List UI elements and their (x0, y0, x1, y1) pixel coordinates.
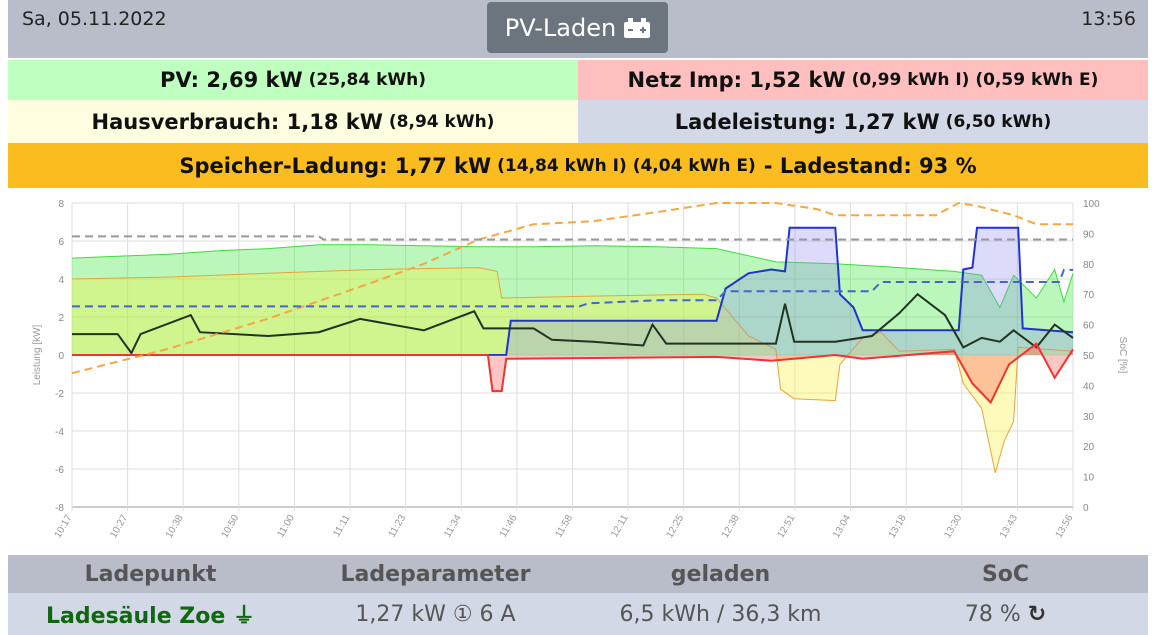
storage-energy: (14,84 kWh I) (4,04 kWh E) (497, 155, 756, 176)
series-line-house (72, 292, 1074, 356)
pv-energy: (25,84 kWh) (308, 70, 427, 90)
x-tick-label: 12:11 (609, 513, 631, 540)
house-power: Hausverbrauch: 1,18 kW (91, 109, 383, 134)
y-tick-label: 6 (58, 237, 64, 248)
x-tick-label: 13:18 (887, 513, 909, 541)
grid-energy: (0,99 kWh I) (0,59 kWh E) (851, 70, 1099, 90)
y2-tick-label: 50 (1083, 351, 1095, 362)
header-bar: Sa, 05.11.2022 PV-Laden 13:56 (8, 0, 1148, 58)
house-summary: Hausverbrauch: 1,18 kW (8,94 kWh) (8, 100, 578, 143)
charge-energy: (6,50 kWh) (945, 111, 1052, 132)
charge-summary: Ladeleistung: 1,27 kW (6,50 kWh) (578, 100, 1148, 143)
y-tick-label: 4 (58, 275, 64, 286)
grid-power: Netz Imp: 1,52 kW (627, 68, 846, 92)
plug-icon: ⏚ (232, 604, 255, 629)
y2-tick-label: 90 (1083, 229, 1095, 240)
x-tick-label: 13:56 (1054, 513, 1076, 541)
y-tick-label: -2 (55, 389, 64, 400)
ev-soc: 78 % (964, 601, 1021, 627)
series-line-storage (71, 267, 1074, 473)
y2-tick-label: 60 (1083, 321, 1095, 332)
series-area-pv (72, 244, 1073, 355)
clock: 13:56 (1081, 8, 1136, 30)
date: Sa, 05.11.2022 (22, 8, 167, 30)
chargepoint-name[interactable]: Ladesäule Zoe ⏚ (8, 598, 293, 630)
storage-power: Speicher-Ladung: 1,77 kW (179, 153, 492, 178)
col-geladen: geladen (670, 561, 771, 587)
x-tick-label: 11:46 (498, 513, 520, 540)
series-line-grid (72, 342, 1074, 405)
y-tick-label: 2 (58, 313, 64, 324)
series-line-soc-ev (72, 268, 1073, 308)
y-tick-label: -4 (55, 427, 64, 438)
table-header: Ladepunkt Ladeparameter geladen SoC (8, 555, 1148, 593)
y2-tick-label: 0 (1083, 503, 1089, 514)
charge-power: Ladeleistung: 1,27 kW (674, 109, 940, 134)
x-tick-label: 12:25 (664, 513, 686, 541)
y-tick-label: 8 (58, 199, 64, 210)
grid-summary: Netz Imp: 1,52 kW (0,99 kWh I) (0,59 kWh … (578, 60, 1148, 100)
x-tick-label: 13:43 (998, 513, 1020, 541)
y-tick-label: -6 (55, 465, 64, 476)
chargepoint-label: Ladesäule Zoe (46, 604, 226, 629)
x-tick-label: 10:50 (219, 513, 241, 541)
y2-tick-label: 80 (1083, 260, 1095, 271)
table-row: Ladesäule Zoe ⏚ 1,27 kW ① 6 A 6,5 kWh / … (8, 593, 1148, 635)
x-tick-label: 11:34 (442, 513, 464, 540)
x-tick-label: 10:27 (108, 513, 130, 541)
y2-tick-label: 70 (1083, 290, 1095, 301)
storage-soc: - Ladestand: 93 % (763, 153, 977, 178)
series-area-grid (72, 343, 1073, 403)
y-tick-label: 0 (58, 351, 64, 362)
y2-axis-label: SoC [%] (1117, 337, 1128, 374)
col-soc: SoC (981, 561, 1030, 587)
series-area-storage (72, 267, 1073, 473)
x-tick-label: 11:23 (387, 513, 409, 540)
storage-summary: Speicher-Ladung: 1,77 kW (14,84 kWh I) (4… (8, 143, 1148, 188)
car-battery-icon (624, 17, 651, 38)
series-line-pv (71, 244, 1074, 309)
x-tick-label: 12:51 (776, 513, 798, 541)
series-line-charging (72, 226, 1074, 356)
charge-params: 1,27 kW ① 6 A (355, 601, 516, 627)
mode-button[interactable]: PV-Laden (487, 2, 668, 53)
series-line-soc-target (72, 235, 1073, 241)
pv-summary: PV: 2,69 kW (25,84 kWh) (8, 60, 578, 100)
y-tick-label: -8 (55, 503, 64, 514)
col-ladeparameter: Ladeparameter (340, 561, 531, 587)
pv-power: PV: 2,69 kW (159, 68, 303, 92)
refresh-icon[interactable]: ↻ (1027, 601, 1047, 627)
col-ladepunkt: Ladepunkt (84, 561, 217, 587)
x-tick-label: 12:38 (720, 513, 742, 541)
x-tick-label: 11:11 (331, 513, 353, 539)
y2-tick-label: 40 (1083, 381, 1095, 392)
y2-tick-label: 100 (1083, 199, 1100, 210)
y2-tick-label: 30 (1083, 412, 1095, 423)
mode-label: PV-Laden (504, 13, 617, 42)
y2-tick-label: 10 (1083, 473, 1095, 484)
y-axis-label: Leistung [kW] (32, 324, 43, 385)
series-line-soc-storage (71, 201, 1073, 375)
x-tick-label: 11:58 (553, 513, 575, 540)
x-tick-label: 10:38 (164, 513, 186, 541)
x-tick-label: 13:04 (831, 513, 853, 541)
x-tick-label: 10:17 (53, 513, 75, 541)
x-tick-label: 11:00 (275, 513, 297, 540)
charged-amount: 6,5 kWh / 36,3 km (619, 601, 822, 627)
house-energy: (8,94 kWh) (388, 111, 495, 132)
x-tick-label: 13:30 (942, 513, 964, 541)
series-area-charging (72, 227, 1073, 355)
y2-tick-label: 20 (1083, 442, 1095, 453)
power-chart: 86420-2-4-6-8100908070605040302010010:17… (32, 199, 1128, 541)
